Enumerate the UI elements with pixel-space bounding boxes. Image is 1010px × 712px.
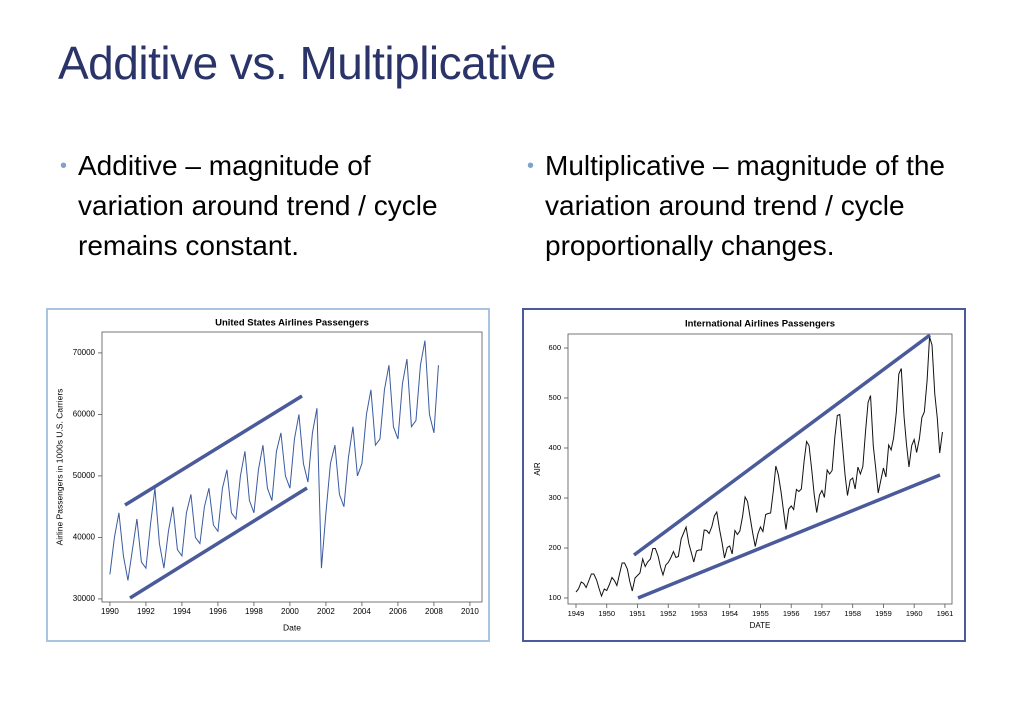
bullet-dot: • (527, 155, 535, 177)
y-tick-label: 500 (548, 393, 561, 402)
x-tick-label: 2000 (281, 607, 299, 616)
x-axis-label: DATE (750, 621, 771, 630)
x-tick-label: 1959 (875, 609, 892, 618)
x-tick-label: 1956 (783, 609, 800, 618)
x-tick-label: 1994 (173, 607, 191, 616)
y-tick-label: 50000 (73, 471, 96, 480)
x-tick-label: 1951 (629, 609, 646, 618)
x-tick-label: 2006 (389, 607, 407, 616)
y-axis-label: Airline Passengers in 1000s U.S. Carrier… (54, 389, 64, 546)
y-tick-label: 40000 (73, 533, 96, 542)
bullet-text: Additive – magnitude of variation around… (78, 150, 438, 261)
x-tick-label: 1950 (598, 609, 615, 618)
y-tick-label: 600 (548, 343, 561, 352)
chart-box (46, 308, 490, 642)
x-tick-label: 1953 (691, 609, 708, 618)
x-tick-label: 1949 (568, 609, 585, 618)
chart-title: International Airlines Passengers (685, 319, 835, 330)
x-tick-label: 1990 (101, 607, 119, 616)
y-axis-label: AIR (533, 462, 542, 476)
y-tick-label: 60000 (73, 410, 96, 419)
x-tick-label: 1998 (245, 607, 263, 616)
slide-title: Additive vs. Multiplicative (58, 37, 556, 89)
x-tick-label: 1960 (906, 609, 923, 618)
bullet: • Multiplicative – magnitude of the varia… (527, 146, 965, 266)
x-tick-label: 1954 (721, 609, 738, 618)
chart-title: United States Airlines Passengers (215, 318, 369, 329)
x-tick-label: 2004 (353, 607, 371, 616)
x-tick-label: 1952 (660, 609, 677, 618)
y-tick-label: 70000 (73, 348, 96, 357)
data-line (109, 340, 439, 581)
x-tick-label: 1996 (209, 607, 227, 616)
y-tick-label: 400 (548, 443, 561, 452)
bullet: • Additive – magnitude of variation aroun… (60, 146, 468, 266)
x-tick-label: 1958 (844, 609, 861, 618)
x-tick-label: 2002 (317, 607, 335, 616)
trend-band-line (632, 333, 932, 557)
x-tick-label: 1961 (937, 609, 954, 618)
chart-layer: United States Airlines Passengers Date Air… (54, 318, 953, 633)
y-tick-label: 100 (548, 593, 561, 602)
bullet-text: Multiplicative – magnitude of the variat… (545, 150, 945, 261)
y-tick-label: 200 (548, 543, 561, 552)
trend-band-line (124, 394, 303, 507)
x-tick-label: 2010 (461, 607, 479, 616)
x-tick-label: 1955 (752, 609, 769, 618)
trend-band-line (637, 473, 941, 600)
x-tick-label: 1957 (814, 609, 831, 618)
x-axis-label: Date (283, 622, 301, 632)
x-tick-label: 2008 (425, 607, 443, 616)
y-tick-label: 30000 (73, 594, 96, 603)
y-tick-label: 300 (548, 493, 561, 502)
plot-frame (101, 331, 483, 603)
plot-frame (567, 333, 953, 605)
data-line (575, 336, 943, 598)
trend-band-line (129, 486, 308, 600)
x-tick-label: 1992 (137, 607, 155, 616)
bullet-dot: • (60, 155, 68, 177)
